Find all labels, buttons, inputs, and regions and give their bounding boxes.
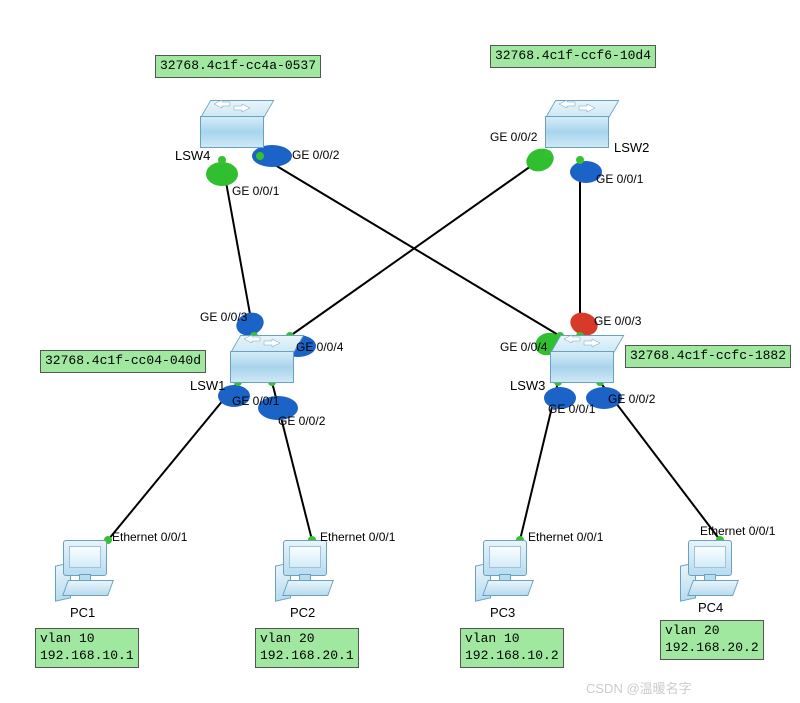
port-lsw4-ge001: GE 0/0/1 <box>232 184 279 198</box>
switch-lsw3[interactable] <box>550 335 612 383</box>
label-pc2: PC2 <box>290 605 315 620</box>
port-pc3-eth: Ethernet 0/0/1 <box>528 530 603 544</box>
port-lsw1-ge004: GE 0/0/4 <box>296 340 343 354</box>
switch-lsw1[interactable] <box>230 335 292 383</box>
pc1-node[interactable] <box>55 540 115 600</box>
port-lsw3-ge001: GE 0/0/1 <box>548 402 595 416</box>
label-lsw1: LSW1 <box>190 378 225 393</box>
badge-lsw4: 32768.4c1f-cc4a-0537 <box>155 55 321 78</box>
badge-pc4-vlan: vlan 20 192.168.20.2 <box>660 620 764 660</box>
label-pc3: PC3 <box>490 605 515 620</box>
badge-pc1-vlan: vlan 10 192.168.10.1 <box>35 628 139 668</box>
label-pc4: PC4 <box>698 600 723 615</box>
badge-lsw3: 32768.4c1f-ccfc-1882 <box>625 345 791 368</box>
port-pc1-eth: Ethernet 0/0/1 <box>112 530 187 544</box>
watermark: CSDN @温暖名字 <box>586 678 692 697</box>
port-lsw1-ge001: GE 0/0/1 <box>232 394 279 408</box>
switch-lsw4[interactable] <box>200 100 262 148</box>
label-lsw3: LSW3 <box>510 378 545 393</box>
port-pc2-eth: Ethernet 0/0/1 <box>320 530 395 544</box>
port-lsw2-ge002: GE 0/0/2 <box>490 130 537 144</box>
port-lsw4-ge002: GE 0/0/2 <box>292 148 339 162</box>
port-lsw3-ge004: GE 0/0/4 <box>500 340 547 354</box>
port-pc4-eth: Ethernet 0/0/1 <box>700 524 775 538</box>
pc3-node[interactable] <box>475 540 535 600</box>
port-lsw2-ge001: GE 0/0/1 <box>596 172 643 186</box>
topology-canvas: 32768.4c1f-cc4a-0537 32768.4c1f-ccf6-10d… <box>0 0 800 703</box>
badge-lsw1: 32768.4c1f-cc04-040d <box>40 350 206 373</box>
pc4-node[interactable] <box>680 540 740 600</box>
label-lsw2: LSW2 <box>614 140 649 155</box>
label-lsw4: LSW4 <box>175 148 210 163</box>
badge-pc3-vlan: vlan 10 192.168.10.2 <box>460 628 564 668</box>
badge-lsw2: 32768.4c1f-ccf6-10d4 <box>490 45 656 68</box>
port-lsw3-ge003: GE 0/0/3 <box>594 314 641 328</box>
port-lsw1-ge002: GE 0/0/2 <box>278 414 325 428</box>
port-lsw3-ge002: GE 0/0/2 <box>608 392 655 406</box>
port-lsw1-ge003: GE 0/0/3 <box>200 310 247 324</box>
pc2-node[interactable] <box>275 540 335 600</box>
badge-pc2-vlan: vlan 20 192.168.20.1 <box>255 628 359 668</box>
label-pc1: PC1 <box>70 605 95 620</box>
switch-lsw2[interactable] <box>545 100 607 148</box>
